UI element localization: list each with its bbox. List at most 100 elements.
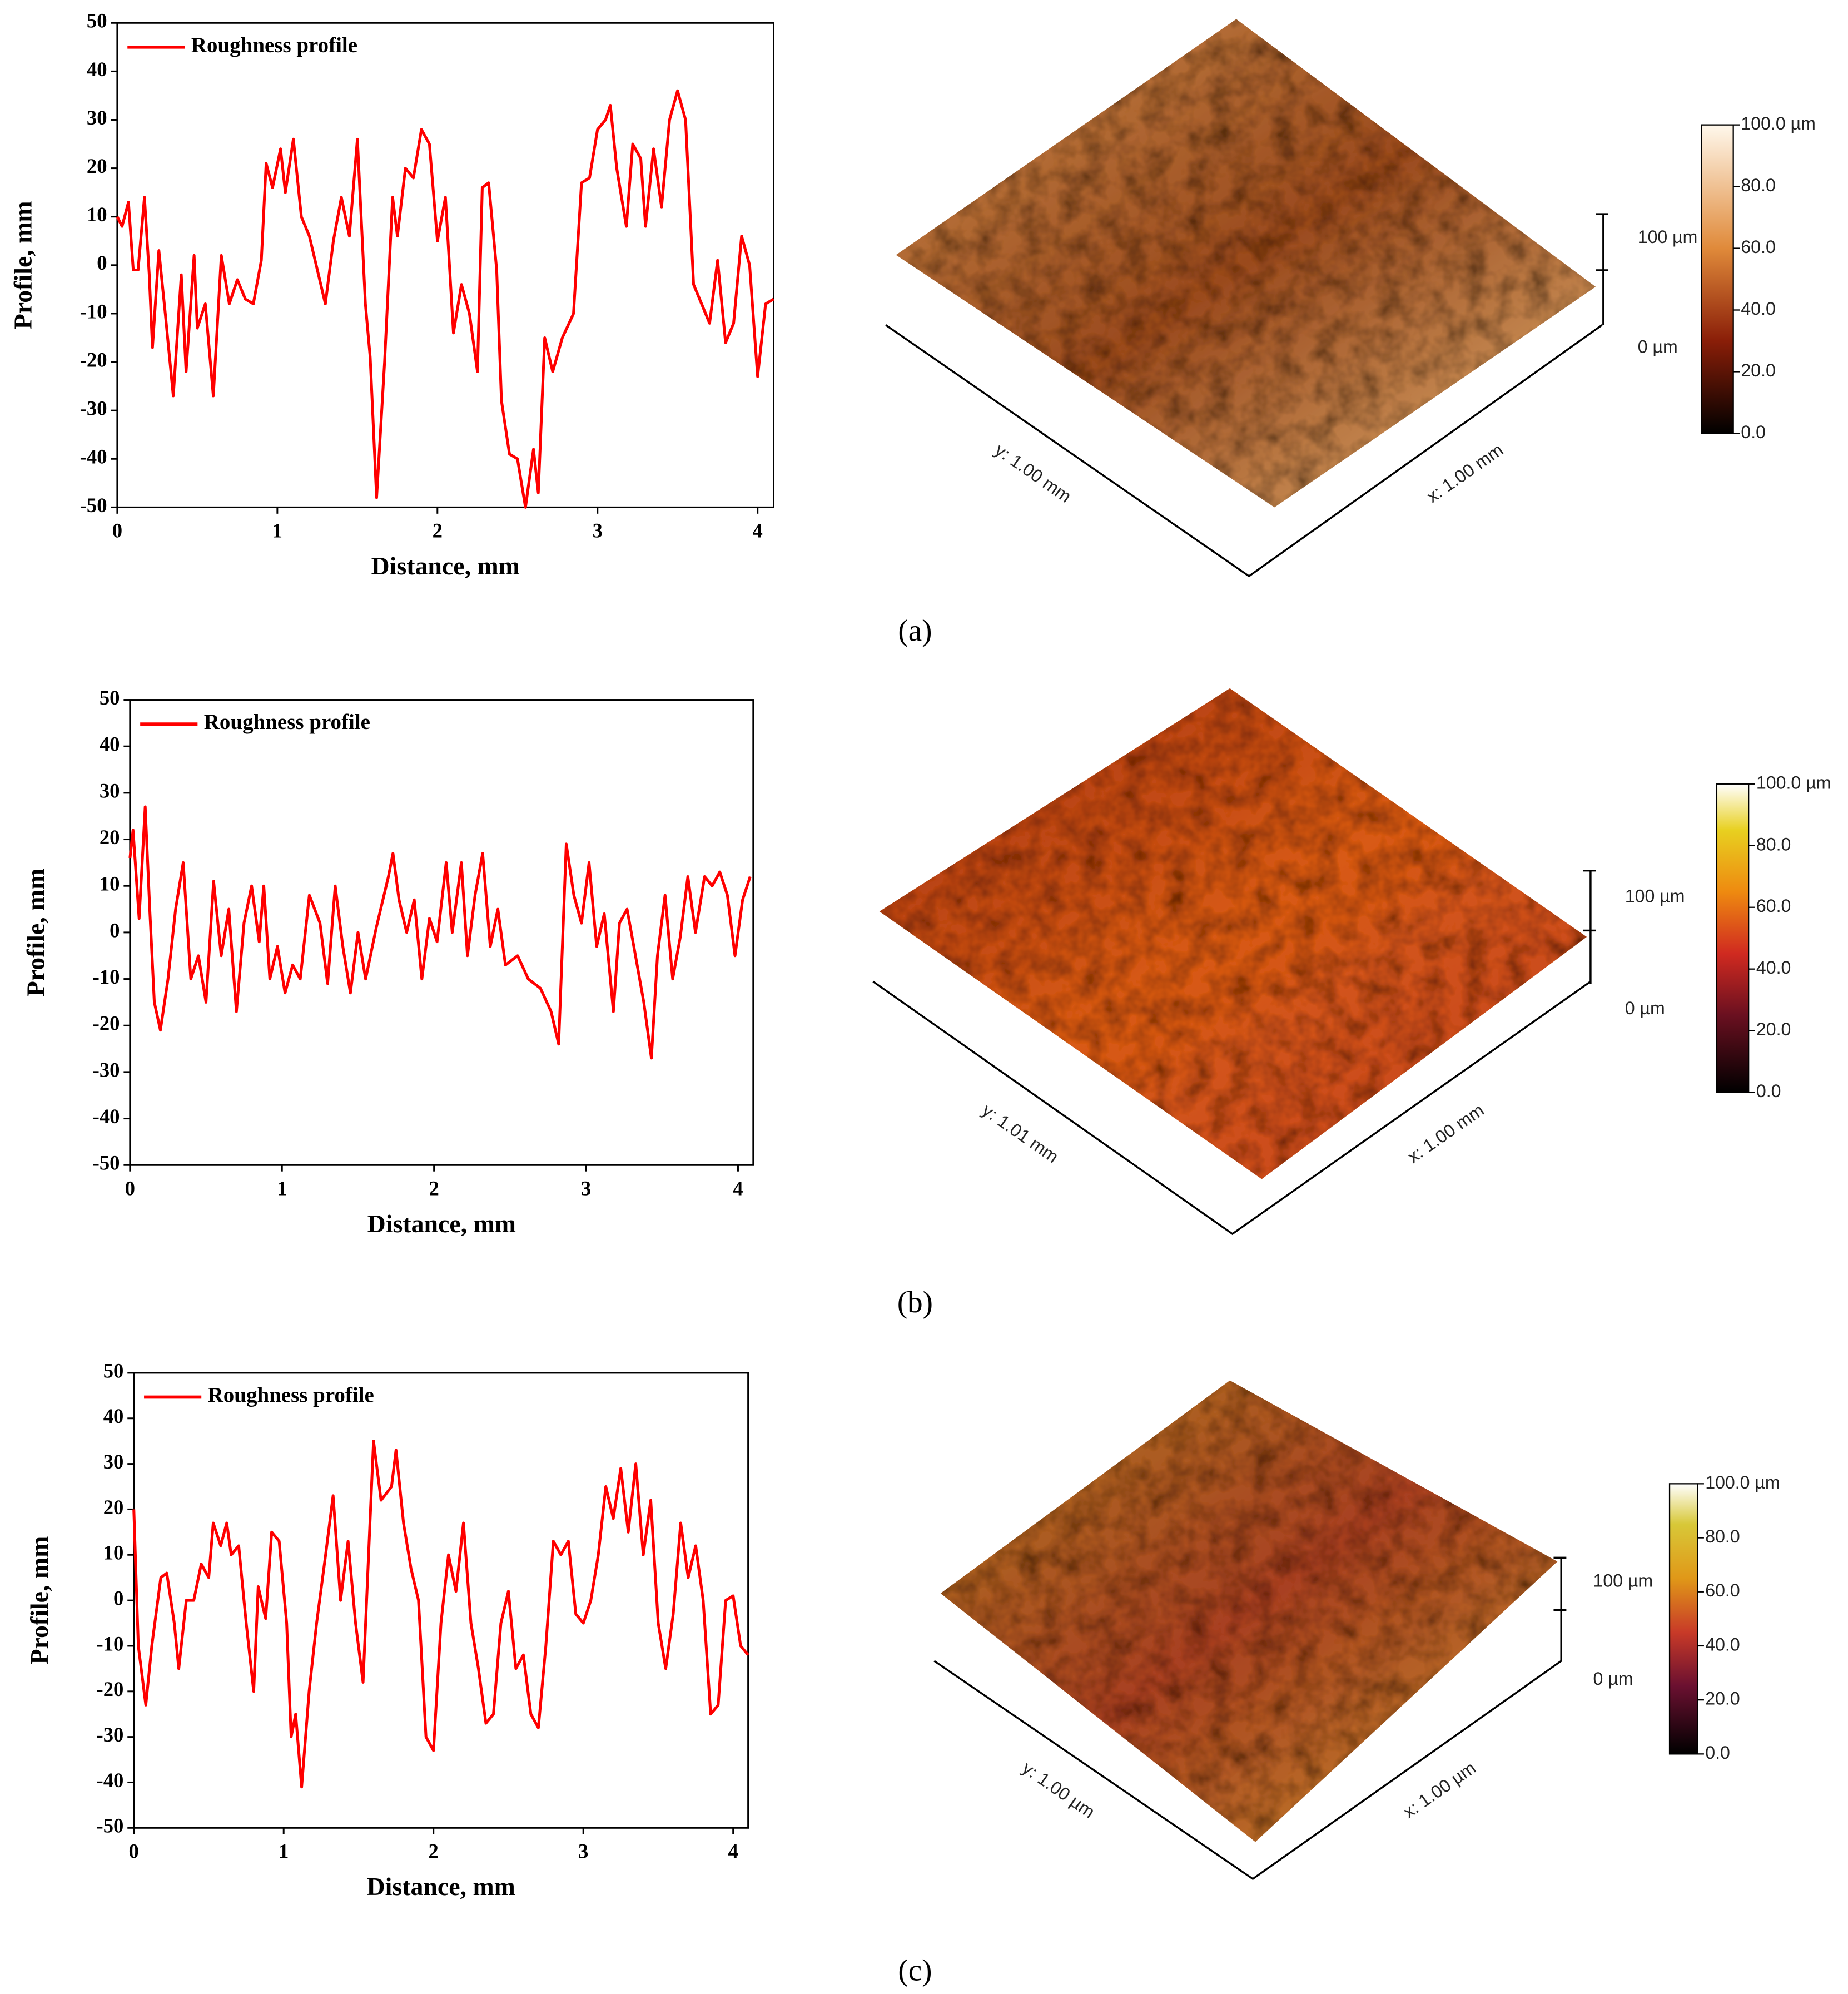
panel-caption: (c): [898, 1953, 932, 1987]
z-label: 100 µm: [1593, 1570, 1653, 1590]
line-chart: -50 -40 -30 -20 -10 0 10 20 30 40 50 0 1 2 3 4 Distance,…: [25, 1359, 749, 1901]
x-tick-label: 3: [581, 1177, 591, 1200]
surface-image: [940, 1380, 1558, 1842]
line-chart: -50 -40 -30 -20 -10 0 10 20 30 40 50 0 1 2 3 4 Distance,…: [8, 9, 774, 580]
y-tick-label: -40: [93, 1105, 120, 1128]
y-tick-label: -30: [80, 397, 107, 420]
y-tick-label: 50: [100, 686, 120, 709]
surface-panel: y: 1.00 mm x: 1.00 mm 100 µm 0 µm 0.0 20.0 40.…: [885, 19, 1816, 578]
y-tick-label: -30: [93, 1058, 120, 1081]
colorbar-tick-label: 60.0: [1756, 896, 1791, 916]
surface-axes: [933, 1660, 1562, 1881]
z-label: 0 µm: [1625, 998, 1665, 1018]
y-tick-label: 20: [87, 155, 107, 177]
x-tick-label: 1: [277, 1177, 287, 1200]
z-label: 100 µm: [1638, 227, 1698, 247]
z-bracket: [1553, 1556, 1567, 1661]
colorbar-tick-label: 80.0: [1741, 175, 1775, 195]
y-tick-label: 40: [100, 733, 120, 756]
colorbar-tick-label: 60.0: [1741, 237, 1775, 257]
y-tick-label: 0: [110, 919, 120, 941]
y-tick-label: -20: [96, 1678, 123, 1700]
y-tick-label: 50: [87, 9, 107, 32]
y-tick-label: 20: [100, 826, 120, 849]
y-tick-label: -20: [93, 1012, 120, 1035]
y-tick-label: -30: [96, 1723, 123, 1746]
colorbar-tick-label: 40.0: [1741, 299, 1775, 319]
y-tick-label: 30: [103, 1450, 124, 1473]
surface-axes: [872, 980, 1591, 1236]
colorbar-tick-label: 0.0: [1741, 422, 1766, 442]
y-tick-label: 50: [103, 1359, 124, 1382]
profile-line: [128, 805, 752, 1060]
y-axis-label: Profile, mm: [8, 201, 37, 329]
y-tick-label: -50: [96, 1814, 123, 1837]
colorbar-tick-label: 40.0: [1756, 958, 1791, 978]
x-tick-label: 2: [433, 519, 443, 542]
profile-line: [132, 1440, 749, 1789]
y-tick-label: -40: [80, 445, 107, 468]
x-axis-label: x: 1.00 mm: [1423, 439, 1507, 506]
legend-label: Roughness profile: [191, 33, 357, 57]
y-tick-label: 30: [87, 106, 107, 129]
surface-image: [896, 19, 1596, 508]
y-tick-label: 20: [103, 1496, 124, 1519]
y-axis-label: y: 1.01 mm: [978, 1100, 1062, 1167]
y-axis-label: y: 1.00 µm: [1019, 1758, 1099, 1822]
legend-label: Roughness profile: [204, 710, 370, 734]
profile-line: [116, 89, 774, 509]
y-tick-label: -50: [93, 1152, 120, 1174]
colorbar-tick-label: 0.0: [1705, 1743, 1730, 1763]
y-tick-label: 40: [87, 58, 107, 81]
colorbar-tick-label: 20.0: [1756, 1019, 1791, 1039]
x-tick-label: 4: [728, 1840, 738, 1863]
x-tick-label: 1: [272, 519, 282, 542]
y-tick-label: 10: [100, 872, 120, 895]
x-tick-label: 3: [593, 519, 603, 542]
line-chart: -50 -40 -30 -20 -10 0 10 20 30 40 50 0 1 2 3 4 Distance,…: [21, 686, 754, 1238]
y-tick-label: 30: [100, 779, 120, 802]
legend-label: Roughness profile: [208, 1383, 374, 1407]
x-tick-label: 1: [279, 1840, 289, 1863]
x-tick-label: 0: [112, 519, 122, 542]
colorbar-tick-label: 20.0: [1705, 1689, 1740, 1709]
x-tick-label: 4: [733, 1177, 743, 1200]
colorbar-tick-label: 100.0 µm: [1705, 1472, 1780, 1492]
x-tick-label: 2: [429, 1840, 439, 1863]
surface-image: [879, 688, 1587, 1179]
colorbar-tick-label: 100.0 µm: [1741, 113, 1815, 133]
y-tick-label: 40: [103, 1405, 124, 1427]
y-tick-label: -10: [96, 1632, 123, 1655]
x-tick-label: 3: [578, 1840, 588, 1863]
panel-caption: (b): [897, 1285, 933, 1319]
z-label: 0 µm: [1638, 336, 1678, 356]
colorbar-tick-label: 20.0: [1741, 360, 1775, 380]
x-tick-label: 4: [753, 519, 763, 542]
colorbar-tick-label: 0.0: [1756, 1081, 1781, 1101]
colorbar-tick-label: 80.0: [1705, 1526, 1740, 1546]
y-axis-label: y: 1.00 mm: [991, 439, 1075, 506]
y-tick-label: -40: [96, 1769, 123, 1792]
y-tick-label: -10: [80, 300, 107, 323]
x-axis-label: Distance, mm: [371, 552, 520, 580]
surface-panel: y: 1.01 mm x: 1.00 mm 100 µm 0 µm 0.0 20.0 40.…: [872, 688, 1831, 1236]
y-tick-label: 10: [87, 203, 107, 226]
z-label: 100 µm: [1625, 886, 1685, 906]
x-axis-label: Distance, mm: [367, 1872, 515, 1901]
z-bracket: [1596, 213, 1609, 325]
y-tick-label: 0: [97, 251, 107, 274]
y-tick-label: -20: [80, 348, 107, 371]
colorbar-tick-label: 60.0: [1705, 1580, 1740, 1600]
colorbar: [1668, 1483, 1698, 1755]
x-tick-label: 0: [125, 1177, 135, 1200]
y-tick-label: -10: [93, 965, 120, 988]
surface-axes: [885, 324, 1603, 578]
colorbar: [1716, 783, 1750, 1093]
y-tick-label: -50: [80, 494, 107, 517]
z-label: 0 µm: [1593, 1669, 1633, 1689]
panel-caption: (a): [898, 613, 932, 647]
colorbar-tick-label: 40.0: [1705, 1634, 1740, 1654]
x-axis-label: Distance, mm: [367, 1209, 516, 1238]
